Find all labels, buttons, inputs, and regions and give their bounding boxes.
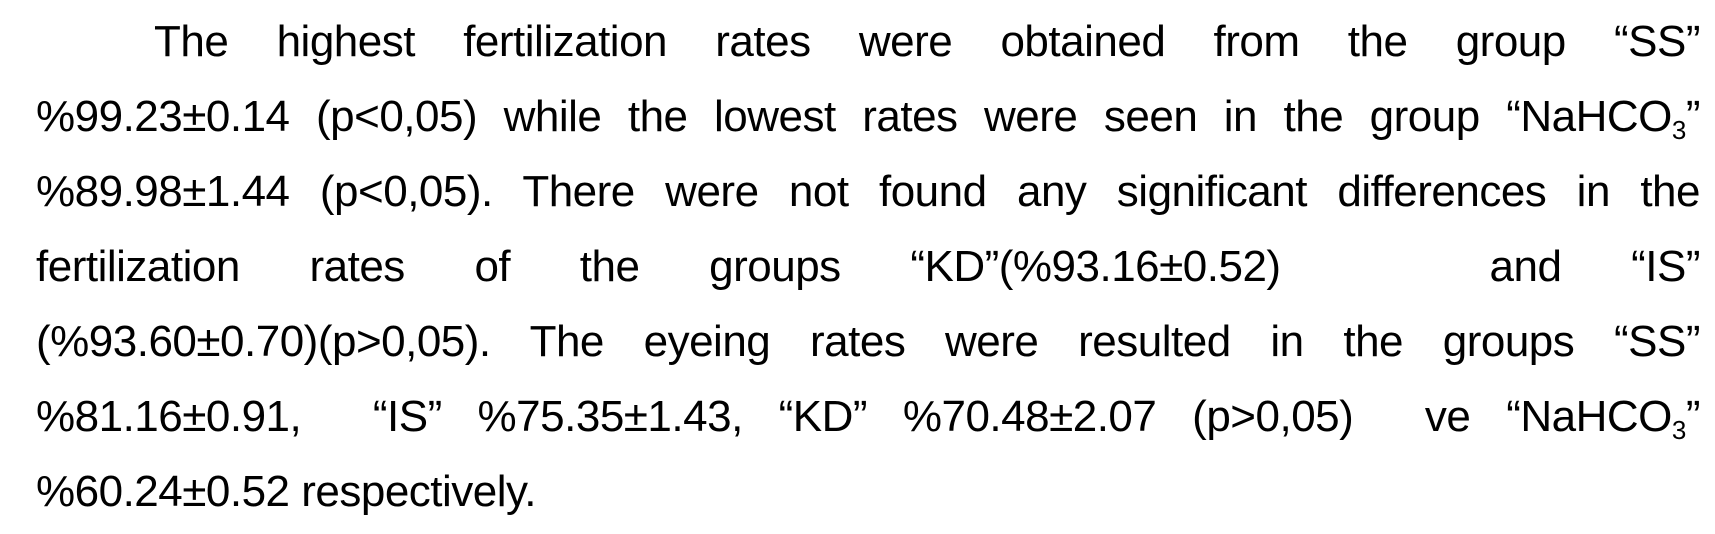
text-line: The highest fertilization rates were obt… — [36, 4, 1701, 79]
text-line: %99.23±0.14 (p<0,05) while the lowest ra… — [36, 79, 1701, 154]
text: %99.23±0.14 (p<0,05) while the lowest ra… — [36, 92, 1672, 141]
text-line: %89.98±1.44 (p<0,05). There were not fou… — [36, 154, 1701, 229]
text: (%93.60±0.70)(p>0,05). The eyeing rates … — [36, 317, 1701, 366]
text: The highest fertilization rates were obt… — [154, 17, 1701, 66]
text: %81.16±0.91, “IS” %75.35±1.43, “KD” %70.… — [36, 392, 1672, 441]
text: %60.24±0.52 respectively. — [36, 467, 537, 516]
text: ” — [1685, 92, 1701, 141]
text-line: fertilization rates of the groups “KD”(%… — [36, 229, 1701, 304]
text: fertilization rates of the groups “KD”(%… — [36, 242, 1701, 291]
text-line: %81.16±0.91, “IS” %75.35±1.43, “KD” %70.… — [36, 379, 1701, 454]
subscript: 3 — [1671, 115, 1686, 145]
paragraph: The highest fertilization rates were obt… — [36, 4, 1701, 529]
text: %89.98±1.44 (p<0,05). There were not fou… — [36, 167, 1701, 216]
text-line: %60.24±0.52 respectively. — [36, 454, 1700, 529]
text-line: (%93.60±0.70)(p>0,05). The eyeing rates … — [36, 304, 1701, 379]
text: ” — [1685, 392, 1701, 441]
subscript: 3 — [1671, 415, 1686, 445]
